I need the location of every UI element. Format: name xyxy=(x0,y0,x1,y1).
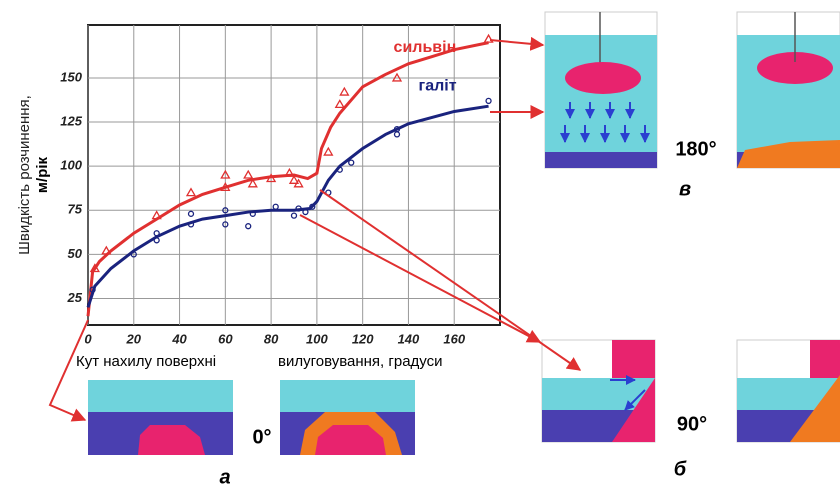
y-label: Швидкість розчинення, xyxy=(16,95,33,255)
x-tick-label: 120 xyxy=(352,331,374,346)
y-tick-label: 100 xyxy=(60,158,82,173)
figure: Швидкість розчинення, м/рік Кут нахилу п… xyxy=(0,0,840,493)
y-tick-label: 75 xyxy=(68,202,83,217)
x-tick-label: 60 xyxy=(218,331,233,346)
water xyxy=(88,380,233,412)
panel-label: в xyxy=(679,178,691,200)
legend-label: сильвін xyxy=(394,39,457,56)
angle-label: 0° xyxy=(252,426,271,448)
x-tick-label: 40 xyxy=(171,331,187,346)
x-tick-label: 20 xyxy=(126,331,142,346)
x-tick-label: 160 xyxy=(443,331,465,346)
cavity xyxy=(612,340,655,378)
cavity xyxy=(565,62,641,94)
y-label: м/рік xyxy=(34,156,51,193)
water xyxy=(280,380,415,412)
cavity xyxy=(810,340,840,378)
legend-label: галіт xyxy=(419,77,457,94)
x-label: Кут нахилу поверхні xyxy=(76,353,216,370)
y-tick-label: 50 xyxy=(68,246,83,261)
y-tick-label: 25 xyxy=(67,290,83,305)
x-tick-label: 100 xyxy=(306,331,328,346)
angle-label: 90° xyxy=(677,413,707,435)
x-tick-label: 140 xyxy=(398,331,420,346)
angle-label: 180° xyxy=(675,138,716,160)
x-tick-label: 80 xyxy=(264,331,279,346)
panel-label: а xyxy=(219,466,230,488)
y-tick-label: 150 xyxy=(60,69,82,84)
y-tick-label: 125 xyxy=(60,113,82,128)
x-tick-label: 0 xyxy=(84,331,92,346)
x-label: вилуговування, градуси xyxy=(278,353,443,370)
salt xyxy=(545,152,657,168)
panel-label: б xyxy=(674,458,687,480)
